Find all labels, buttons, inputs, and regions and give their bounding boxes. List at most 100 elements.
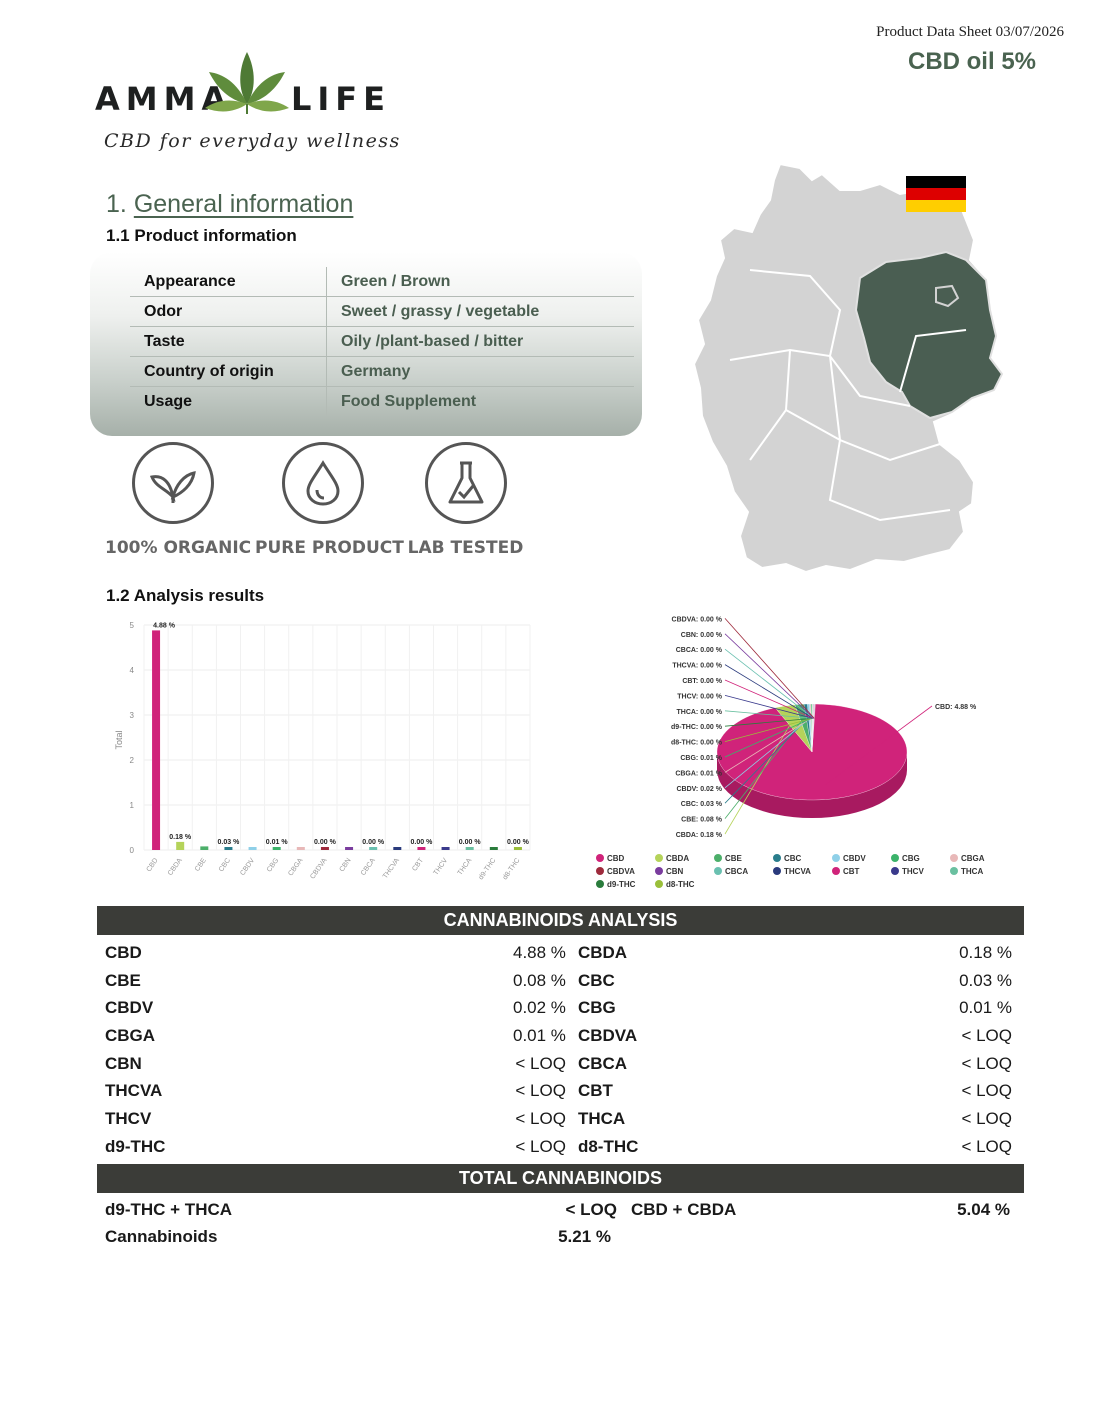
thc-total-label: d9-THC + THCA — [105, 1200, 233, 1219]
pie-depth — [717, 752, 907, 818]
info-row: Usage Food Supplement — [130, 386, 634, 416]
bar — [224, 847, 233, 850]
bar — [176, 841, 185, 850]
legend-marker — [832, 854, 840, 862]
analysis-cell-v1: < LOQ — [515, 1136, 566, 1156]
analysis-cell-v2: < LOQ — [961, 1025, 1012, 1045]
cannabinoids-total-value: 5.21 % — [558, 1227, 611, 1246]
analysis-cell-k1: d9-THC — [105, 1136, 166, 1156]
pie-label: THCV: 0.00 % — [677, 693, 723, 700]
y-tick-label: 2 — [130, 756, 135, 765]
legend-label: THCA — [961, 867, 983, 876]
x-tick-label: d9-THC — [478, 857, 498, 881]
analysis-row: THCVA < LOQ CBT < LOQ — [97, 1077, 1024, 1105]
bar — [441, 847, 450, 850]
pie-label: CBDV: 0.02 % — [676, 786, 722, 793]
legend-marker — [891, 854, 899, 862]
legend-label: CBDA — [666, 854, 689, 863]
legend-label: CBD — [607, 854, 625, 863]
x-tick-label: CBDV — [239, 857, 256, 877]
bar — [369, 847, 378, 850]
legend-marker — [950, 854, 958, 862]
pie-label: CBD: 4.88 % — [935, 704, 977, 711]
badge-pure: PURE PRODUCT — [255, 442, 404, 558]
info-row: Appearance Green / Brown — [130, 267, 634, 297]
analysis-cell-v1: < LOQ — [515, 1053, 566, 1073]
analysis-cell-k2: CBDVA — [577, 1025, 638, 1045]
bar — [513, 847, 522, 850]
pie-leader-line — [724, 648, 814, 719]
bar — [465, 847, 474, 850]
analysis-row: CBDV 0.02 % CBG 0.01 % — [97, 994, 1024, 1022]
analysis-cell-k2: CBDA — [577, 942, 628, 962]
analysis-cell-k1: THCVA — [105, 1081, 163, 1101]
germany-map — [692, 162, 1004, 574]
badge-lab: LAB TESTED — [398, 442, 533, 558]
analysis-cell-k2: CBT — [577, 1081, 613, 1101]
analysis-cell-v1: 0.08 % — [513, 970, 566, 990]
pie-chart: CBD: 4.88 % CBDA: 0.18 % CBE: 0.08 % CBC: 0… — [596, 616, 985, 889]
analysis-row: d9-THC < LOQ d8-THC < LOQ — [97, 1133, 1024, 1161]
legend-label: CBN — [666, 867, 684, 876]
data-label: 0.00 % — [507, 839, 530, 846]
badge-label: 100% ORGANIC — [105, 538, 252, 558]
badge-label: PURE PRODUCT — [255, 538, 404, 558]
analysis-row: CBN < LOQ CBCA < LOQ — [97, 1050, 1024, 1078]
bar — [272, 847, 281, 850]
info-row: Country of origin Germany — [130, 356, 634, 387]
x-tick-label: CBDA — [167, 857, 184, 877]
legend-label: CBC — [784, 854, 802, 863]
pie-leader-line — [724, 718, 810, 789]
pie-leader-line — [724, 633, 815, 719]
analysis-cell-v1: < LOQ — [515, 1081, 566, 1101]
bar — [296, 847, 305, 850]
bar — [248, 847, 257, 850]
legend-marker — [773, 867, 781, 875]
legend-marker — [655, 854, 663, 862]
drop-icon — [281, 442, 364, 524]
pie-leader-line — [724, 679, 814, 719]
cannabis-leaf-icon — [205, 52, 289, 114]
analysis-cell-v2: < LOQ — [961, 1136, 1012, 1156]
cbd-total-label: CBD + CBDA — [631, 1200, 737, 1219]
pie-leader-line — [724, 710, 813, 719]
legend-label: CBGA — [961, 854, 985, 863]
pie-label: CBG: 0.01 % — [680, 755, 722, 762]
pie-label: CBCA: 0.00 % — [676, 647, 723, 654]
analysis-cell-v2: 0.01 % — [959, 998, 1012, 1018]
cbd-total-value: 5.04 % — [957, 1200, 1010, 1219]
legend-marker — [773, 854, 781, 862]
legend-label: CBCA — [725, 867, 748, 876]
pie-label: CBGA: 0.01 % — [675, 770, 722, 777]
data-label: 0.00 % — [411, 839, 434, 846]
analysis-row: THCV < LOQ THCA < LOQ — [97, 1105, 1024, 1133]
y-tick-label: 1 — [130, 801, 135, 810]
data-label: 0.00 % — [362, 839, 385, 846]
german-flag-icon — [906, 176, 966, 212]
brand-logo: AMMA LIFE — [95, 52, 385, 118]
bar — [152, 630, 161, 850]
brand-tagline: CBD for everyday wellness — [104, 130, 401, 152]
subsection-product-info: 1.1 Product information — [106, 226, 297, 245]
data-label: 0.01 % — [266, 839, 289, 846]
pie-label: CBC: 0.03 % — [681, 801, 723, 808]
info-value: Green / Brown — [326, 267, 634, 297]
x-tick-label: CBDVA — [309, 857, 328, 881]
analysis-cell-v1: 0.02 % — [513, 998, 566, 1018]
legend-label: d9-THC — [607, 880, 636, 889]
info-key: Appearance — [130, 267, 327, 297]
pie-leader-line — [724, 695, 814, 719]
legend-marker — [832, 867, 840, 875]
analysis-cell-k2: d8-THC — [577, 1136, 639, 1156]
badge-label: LAB TESTED — [407, 538, 524, 558]
legend-marker — [655, 867, 663, 875]
info-row: Taste Oily /plant-based / bitter — [130, 326, 634, 357]
badge-organic: 100% ORGANIC — [105, 442, 252, 558]
y-tick-label: 5 — [130, 621, 135, 630]
x-tick-label: THCVA — [382, 857, 401, 880]
x-tick-label: CBE — [194, 857, 208, 873]
analysis-cell-k1: CBN — [105, 1053, 142, 1073]
legend-marker — [950, 867, 958, 875]
pie-leader-line — [724, 618, 815, 719]
subsection-analysis: 1.2 Analysis results — [106, 586, 265, 605]
